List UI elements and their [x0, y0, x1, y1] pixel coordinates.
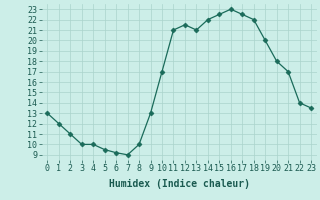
X-axis label: Humidex (Indice chaleur): Humidex (Indice chaleur) — [109, 179, 250, 189]
